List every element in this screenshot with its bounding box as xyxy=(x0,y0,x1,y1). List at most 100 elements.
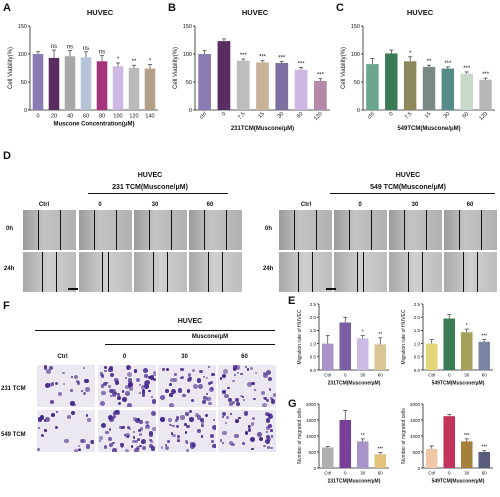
y-tick-label: 0 xyxy=(417,466,420,471)
stained-cell xyxy=(247,368,250,371)
chart-title-a: HUVEC xyxy=(86,8,114,17)
stained-cell xyxy=(185,441,188,444)
stained-cell xyxy=(210,434,215,439)
stained-cell xyxy=(139,427,143,431)
stained-cell xyxy=(198,369,203,374)
x-tick-label: Ctrl xyxy=(428,471,435,476)
y-axis-label: Cell Viability(%) xyxy=(341,47,347,89)
stained-cell xyxy=(55,411,58,414)
stained-cell xyxy=(201,399,207,405)
stained-cell xyxy=(118,401,122,406)
wound-micrograph xyxy=(134,252,187,292)
stained-cell xyxy=(211,372,215,377)
wound-edge-line xyxy=(426,210,427,250)
y-tick-label: 2.0 xyxy=(310,315,317,320)
stained-cell xyxy=(142,384,145,388)
stained-cell xyxy=(164,443,168,447)
stained-cell xyxy=(122,390,125,393)
stained-cell xyxy=(265,430,269,434)
chart-b: 0 50 100 150 Cell Viability(%) ctrl 0 *** 7.5 ***… xyxy=(173,24,330,132)
stained-cell xyxy=(141,438,147,444)
significance-label: *** xyxy=(240,53,248,59)
stained-cell xyxy=(176,435,180,438)
stained-cell xyxy=(132,417,137,421)
stained-cell xyxy=(73,374,78,379)
bar xyxy=(385,53,398,110)
stained-cell xyxy=(100,384,105,388)
x-tick-label: 0 xyxy=(221,111,227,117)
stained-cell xyxy=(134,439,138,443)
stained-cell xyxy=(152,371,156,376)
transwell-micrograph xyxy=(158,410,216,452)
d-left-row-24h: 24h xyxy=(4,266,15,272)
stained-cell xyxy=(141,388,145,393)
wound-edge-line xyxy=(481,210,482,250)
significance-label: ** xyxy=(132,59,137,65)
stained-cell xyxy=(196,378,202,383)
x-tick-label: 60 xyxy=(482,373,488,378)
stained-cell xyxy=(208,365,211,369)
significance-label: ** xyxy=(427,59,432,65)
wound-micrograph xyxy=(23,210,76,250)
stained-cell xyxy=(120,425,125,430)
wound-edge-line xyxy=(60,210,61,250)
bar xyxy=(366,64,379,110)
stained-cell xyxy=(98,439,102,443)
stained-cell xyxy=(231,400,235,404)
x-tick-label: 0 xyxy=(448,373,451,378)
stained-cell xyxy=(112,441,115,445)
stained-cell xyxy=(128,428,131,431)
x-tick-label: 60 xyxy=(378,471,384,476)
x-axis-label: 231TCM(Muscone/μM) xyxy=(328,479,381,485)
y-tick-label: 1.0 xyxy=(310,341,317,346)
stained-cell xyxy=(170,432,174,435)
stained-cell xyxy=(137,438,141,442)
stained-cell xyxy=(201,424,205,428)
stained-cell xyxy=(146,424,150,428)
significance-label: * xyxy=(362,330,364,336)
stained-cell xyxy=(204,414,208,418)
bar xyxy=(441,68,455,110)
stained-cell xyxy=(141,390,146,395)
stained-cell xyxy=(148,431,153,436)
panel-letter-d: D xyxy=(3,150,11,162)
wound-micrograph xyxy=(389,252,442,292)
stained-cell xyxy=(241,395,244,398)
stained-cell xyxy=(253,388,257,392)
wound-edge-line xyxy=(204,210,205,250)
stained-cell xyxy=(258,436,263,441)
stained-cell xyxy=(211,425,216,431)
bar xyxy=(112,66,124,110)
bar xyxy=(321,447,334,468)
x-tick-label: 20 xyxy=(51,114,57,120)
stained-cell xyxy=(149,439,153,443)
x-tick-label: 140 xyxy=(145,114,154,120)
y-tick-label: 50 xyxy=(21,80,27,86)
chart-a: 0 50 100 150 Cell Viability(%) 0 ns 20 ns 40 ns 60 n… xyxy=(8,24,158,128)
y-axis-label: Migration rate of HUVEC xyxy=(297,309,303,364)
bar xyxy=(422,66,436,110)
stained-cell xyxy=(151,399,156,404)
d-right-col-60: 60 xyxy=(466,202,474,208)
wound-micrograph xyxy=(189,210,242,250)
x-tick-label: 100 xyxy=(113,114,122,120)
stained-cell xyxy=(233,373,237,376)
stained-cell xyxy=(114,377,119,382)
d-right-col-ctrl: Ctrl xyxy=(300,202,312,208)
stained-cell xyxy=(134,418,140,423)
transwell-micrograph xyxy=(98,410,156,452)
d-left-group: HUVEC xyxy=(137,172,163,179)
d-right-sub: 549 TCM(Muscone/μM) xyxy=(370,184,446,191)
d-right-row-0h: 0h xyxy=(265,226,273,232)
stained-cell xyxy=(150,396,153,399)
x-tick-label: 60 xyxy=(296,111,305,120)
stained-cell xyxy=(229,402,233,407)
stained-cell xyxy=(71,376,74,379)
x-tick-label: 120 xyxy=(478,111,489,122)
stained-cell xyxy=(111,389,116,395)
stained-cell xyxy=(145,379,151,385)
significance-label: * xyxy=(466,323,468,329)
stained-cell xyxy=(49,400,55,405)
stained-cell xyxy=(245,365,248,368)
bar xyxy=(374,454,387,468)
